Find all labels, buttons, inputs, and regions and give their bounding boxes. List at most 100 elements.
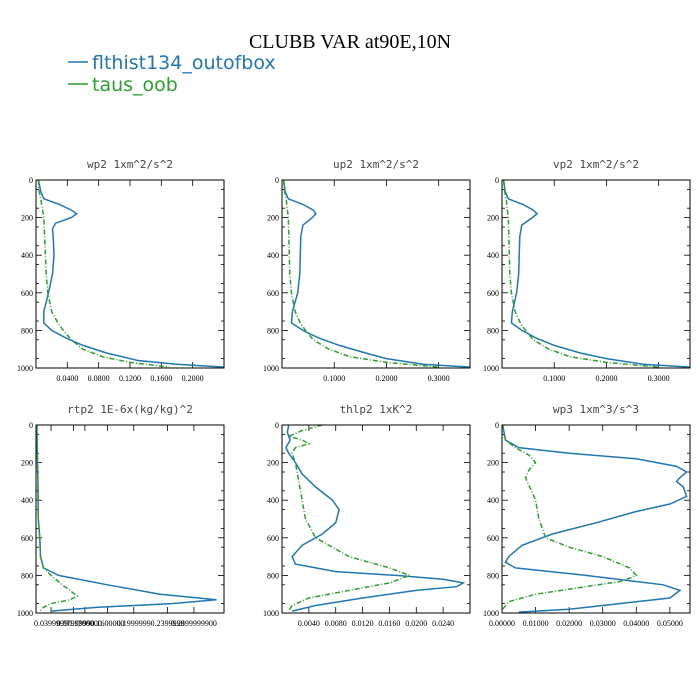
series-line-flthist134 — [282, 179, 471, 368]
x-tick-label: 0.05000 — [657, 619, 683, 628]
y-tick-label: 1000 — [17, 609, 33, 618]
x-tick-label: 0.01000 — [523, 619, 549, 628]
y-tick-label: 200 — [267, 459, 279, 468]
plot-frame — [35, 179, 225, 369]
legend-label-taus-oob: taus_oob — [92, 74, 178, 96]
y-tick-label: 0 — [495, 176, 499, 185]
series-line-flthist134 — [285, 424, 466, 612]
x-tick-label: 0.1999999 — [117, 619, 151, 628]
series-line-flthist134 — [502, 179, 691, 368]
series-line-flthist134 — [501, 424, 688, 613]
x-tick-label: 0.0160 — [378, 619, 400, 628]
x-tick-label: 0.0080 — [325, 619, 347, 628]
y-tick-label: 200 — [487, 214, 499, 223]
x-tick-label: 0.0200 — [405, 619, 427, 628]
y-tick-label: 600 — [21, 534, 33, 543]
y-tick-label: 1000 — [483, 364, 499, 373]
x-tick-label: 0.1200000 — [68, 619, 102, 628]
y-tick-label: 0 — [495, 421, 499, 430]
y-tick-label: 400 — [21, 496, 33, 505]
x-tick-label: 0.0799999 — [57, 619, 91, 628]
series-line-taus-oob — [286, 424, 412, 612]
panel-3: vp2 1xm^2/s^2 0 200 400 600 800 1000 0.1000 0.20… — [483, 158, 691, 383]
x-tick-label: 0.0399999 — [34, 619, 68, 628]
x-tick-label: 0.0800 — [88, 374, 110, 383]
y-tick-label: 800 — [487, 571, 499, 580]
y-tick-label: 800 — [267, 326, 279, 335]
y-tick-label: 1000 — [17, 364, 33, 373]
plot-frame — [281, 179, 471, 369]
series-line-taus-oob — [282, 179, 439, 368]
series-line-taus-oob — [37, 179, 170, 368]
panel-2: up2 1xm^2/s^2 0 200 400 600 800 1000 0.1000 0.20… — [263, 158, 471, 383]
y-tick-label: 1000 — [263, 609, 279, 618]
x-tick-label: 0.0400 — [56, 374, 78, 383]
x-tick-label: 0.04000 — [623, 619, 649, 628]
x-tick-label: 0.2000 — [375, 374, 397, 383]
figure-title: CLUBB VAR at90E,10N — [249, 31, 451, 53]
y-tick-label: 1000 — [483, 609, 499, 618]
panel-title: vp2 1xm^2/s^2 — [553, 158, 639, 171]
y-tick-label: 800 — [487, 326, 499, 335]
y-tick-label: 800 — [21, 571, 33, 580]
panel-1: wp2 1xm^2/s^2 0 200 400 600 800 1000 0.0400 0.08… — [17, 158, 225, 383]
y-tick-label: 400 — [487, 251, 499, 260]
y-tick-label: 600 — [21, 289, 33, 298]
panel-title: rtp2 1E-6x(kg/kg)^2 — [67, 403, 193, 416]
y-tick-label: 0 — [275, 176, 279, 185]
y-tick-label: 400 — [487, 496, 499, 505]
series-line-taus-oob — [501, 424, 638, 610]
y-tick-label: 800 — [267, 571, 279, 580]
y-tick-label: 200 — [267, 214, 279, 223]
plot-frame — [501, 179, 691, 369]
y-tick-label: 0 — [29, 421, 33, 430]
y-tick-label: 200 — [487, 459, 499, 468]
y-tick-label: 600 — [267, 289, 279, 298]
panel-5: thlp2 1xK^2 0 200 400 600 800 1000 0.0040 0.0080… — [263, 403, 471, 628]
panel-title: thlp2 1xK^2 — [340, 403, 413, 416]
x-tick-label: 0.1600000 — [90, 619, 124, 628]
x-tick-label: 0.00000 — [489, 619, 515, 628]
x-tick-label: 0.1000 — [543, 374, 565, 383]
y-tick-label: 800 — [21, 326, 33, 335]
series-line-flthist134 — [36, 424, 217, 612]
plot-frame — [35, 424, 225, 614]
panels: wp2 1xm^2/s^2 0 200 400 600 800 1000 0.0400 0.08… — [17, 158, 691, 628]
x-tick-label: 0.0040 — [298, 619, 320, 628]
y-tick-label: 400 — [267, 496, 279, 505]
panel-4: rtp2 1E-6x(kg/kg)^2 0 200 400 600 800 10000.03… — [17, 403, 225, 628]
y-tick-label: 600 — [487, 534, 499, 543]
x-tick-label: 0.1200 — [119, 374, 141, 383]
x-tick-label: 0.2000 — [595, 374, 617, 383]
legend: flthist134_outofbox taus_oob — [68, 52, 276, 96]
y-tick-label: 0 — [275, 421, 279, 430]
x-tick-label: 0.3000 — [648, 374, 670, 383]
y-tick-label: 600 — [487, 289, 499, 298]
series-line-taus-oob — [502, 179, 659, 368]
x-tick-label: 0.0240 — [432, 619, 454, 628]
x-tick-label: 0.2399999 — [151, 619, 185, 628]
plot-frame — [281, 424, 471, 614]
panel-title: wp3 1xm^3/s^3 — [553, 403, 639, 416]
x-tick-label: 0.1000 — [323, 374, 345, 383]
y-tick-label: 0 — [29, 176, 33, 185]
panel-title: up2 1xm^2/s^2 — [333, 158, 419, 171]
y-tick-label: 600 — [267, 534, 279, 543]
x-tick-label: 0.02000 — [556, 619, 582, 628]
y-tick-label: 200 — [21, 214, 33, 223]
y-tick-label: 200 — [21, 459, 33, 468]
y-tick-label: 400 — [267, 251, 279, 260]
plot-frame — [501, 424, 691, 614]
series-line-flthist134 — [37, 179, 225, 368]
x-tick-label: 0.1600 — [150, 374, 172, 383]
x-tick-label: 0.2000 — [182, 374, 204, 383]
y-tick-label: 1000 — [263, 364, 279, 373]
x-tick-label: 0.2899999900 — [171, 619, 217, 628]
legend-label-flthist134: flthist134_outofbox — [92, 52, 276, 74]
y-tick-label: 400 — [21, 251, 33, 260]
x-tick-label: 0.3000 — [428, 374, 450, 383]
x-tick-label: 0.03000 — [590, 619, 616, 628]
panel-title: wp2 1xm^2/s^2 — [87, 158, 173, 171]
